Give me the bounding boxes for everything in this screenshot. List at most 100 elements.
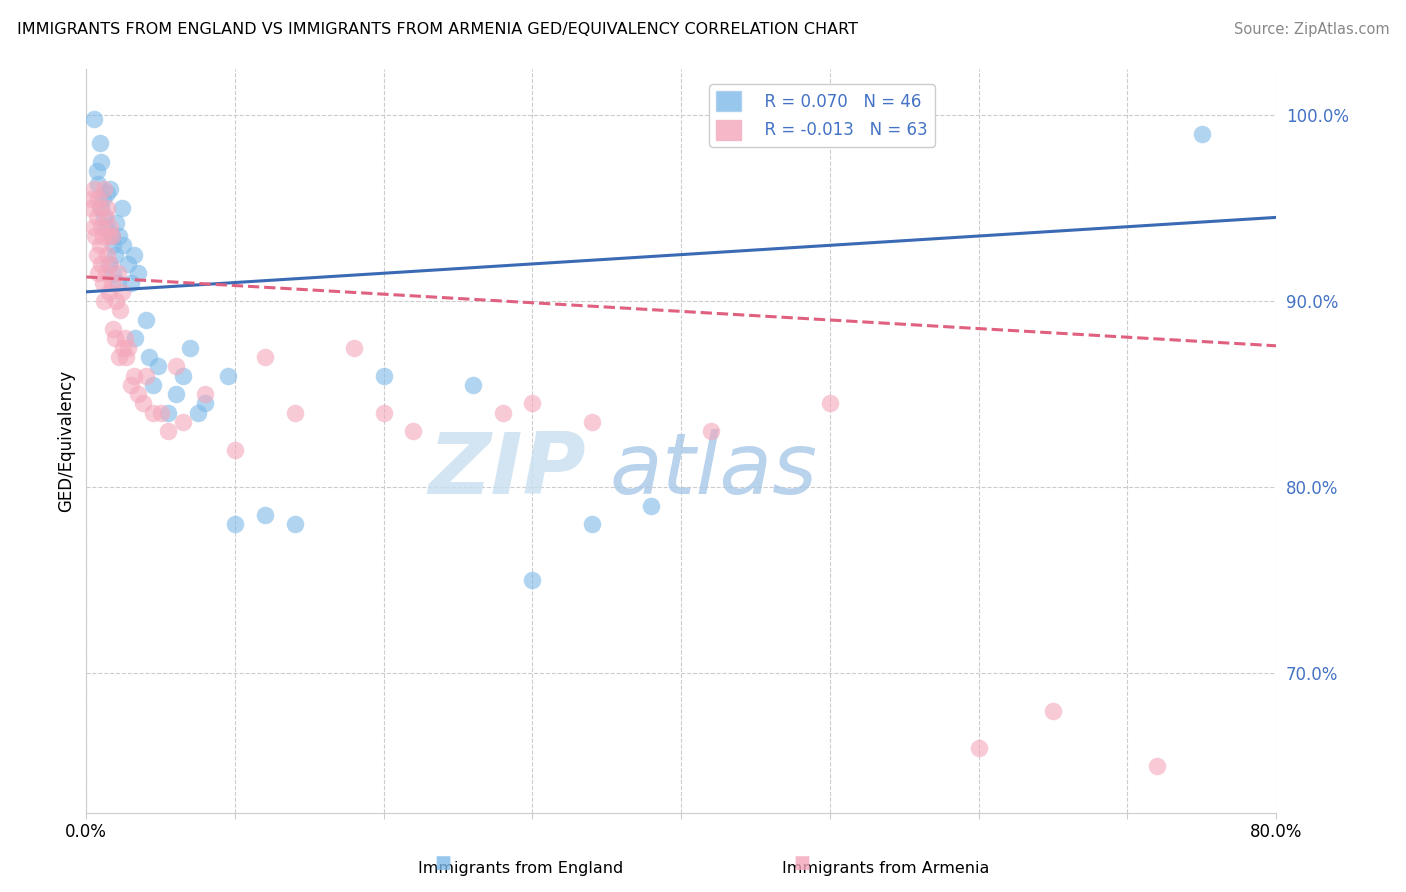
Point [122,368,145,383]
Point [146,359,169,374]
Point [142,406,165,420]
Point [87,192,110,206]
Point [120,377,142,392]
Point [93,294,115,309]
Text: Immigrants from England: Immigrants from England [418,861,623,876]
Point [283,406,305,420]
Point [90,219,112,234]
Point [108,350,131,364]
Point [117,341,139,355]
Point [112,238,135,252]
Point [97,285,120,299]
Point [165,359,187,374]
Point [217,368,239,383]
Point [461,377,484,392]
Text: ZIP: ZIP [429,429,586,512]
Point [1042,704,1064,718]
Point [89,201,111,215]
Point [87,266,110,280]
Point [100,276,122,290]
Point [122,247,145,261]
Point [107,266,129,280]
Point [179,341,201,355]
Point [89,136,111,150]
Point [117,257,139,271]
Point [96,186,118,201]
Point [640,499,662,513]
Point [135,312,157,326]
Point [83,112,105,126]
Point [80,201,103,215]
Point [101,238,124,252]
Point [967,740,990,755]
Point [105,216,128,230]
Point [111,285,134,299]
Point [86,247,108,261]
Point [343,341,366,355]
Text: atlas: atlas [610,429,818,512]
Point [373,406,395,420]
Point [91,229,114,244]
Point [132,396,155,410]
Point [93,182,115,196]
Point [283,517,305,532]
Point [149,406,172,420]
Point [522,574,544,588]
Point [115,350,138,364]
Point [138,350,160,364]
Point [103,247,125,261]
Point [89,238,111,252]
Point [402,425,425,439]
Point [373,368,395,383]
Point [94,211,117,225]
Point [127,266,149,280]
Point [82,192,104,206]
Point [157,425,180,439]
Point [94,219,117,234]
Point [100,229,122,244]
Point [111,201,134,215]
Point [194,387,217,401]
Point [96,247,118,261]
Point [101,266,124,280]
Point [1146,759,1168,773]
Point [91,276,114,290]
Point [97,257,120,271]
Text: Immigrants from Armenia: Immigrants from Armenia [782,861,990,876]
Point [700,425,723,439]
Point [142,377,165,392]
Point [97,229,120,244]
Point [108,229,131,244]
Point [94,266,117,280]
Text: IMMIGRANTS FROM ENGLAND VS IMMIGRANTS FROM ARMENIA GED/EQUIVALENCY CORRELATION C: IMMIGRANTS FROM ENGLAND VS IMMIGRANTS FR… [17,22,858,37]
Point [581,415,603,429]
Point [100,229,122,244]
Text: Source: ZipAtlas.com: Source: ZipAtlas.com [1233,22,1389,37]
Point [86,164,108,178]
Point [172,415,194,429]
Point [93,211,115,225]
Point [86,211,108,225]
Point [107,276,129,290]
Point [90,257,112,271]
Point [91,192,114,206]
Point [224,517,246,532]
Point [522,396,544,410]
Point [127,387,149,401]
Point [224,443,246,458]
Point [90,201,112,215]
Point [124,331,146,345]
Point [157,406,180,420]
Point [253,350,276,364]
Text: ■: ■ [434,855,451,872]
Point [103,331,125,345]
Point [101,322,124,336]
Text: ■: ■ [793,855,810,872]
Point [90,154,112,169]
Point [98,219,121,234]
Legend:   R = 0.070   N = 46,   R = -0.013   N = 63: R = 0.070 N = 46, R = -0.013 N = 63 [709,85,935,146]
Point [114,331,136,345]
Point [83,219,105,234]
Point [818,396,841,410]
Point [194,396,217,410]
